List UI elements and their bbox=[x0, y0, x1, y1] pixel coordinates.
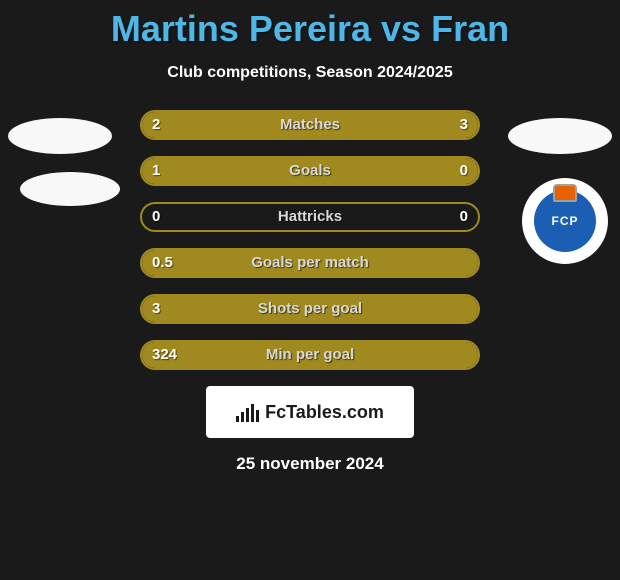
fctables-logo: FcTables.com bbox=[236, 402, 384, 423]
stat-row: 23Matches bbox=[140, 110, 480, 140]
stat-row: 0.5Goals per match bbox=[140, 248, 480, 278]
stat-label: Hattricks bbox=[140, 202, 480, 232]
stat-label: Shots per goal bbox=[140, 294, 480, 324]
fctables-text: FcTables.com bbox=[265, 402, 384, 423]
stat-row: 3Shots per goal bbox=[140, 294, 480, 324]
date-line: 25 november 2024 bbox=[0, 454, 620, 474]
page-title: Martins Pereira vs Fran bbox=[0, 0, 620, 50]
stat-label: Goals per match bbox=[140, 248, 480, 278]
fctables-logo-icon bbox=[236, 402, 259, 422]
stat-row: 00Hattricks bbox=[140, 202, 480, 232]
stats-chart: 23Matches 10Goals 00Hattricks 0.5Goals per … bbox=[0, 110, 620, 370]
stat-label: Min per goal bbox=[140, 340, 480, 370]
stat-row: 10Goals bbox=[140, 156, 480, 186]
stat-label: Goals bbox=[140, 156, 480, 186]
stat-label: Matches bbox=[140, 110, 480, 140]
subtitle: Club competitions, Season 2024/2025 bbox=[0, 64, 620, 82]
stat-row: 324Min per goal bbox=[140, 340, 480, 370]
fctables-badge: FcTables.com bbox=[206, 386, 414, 438]
